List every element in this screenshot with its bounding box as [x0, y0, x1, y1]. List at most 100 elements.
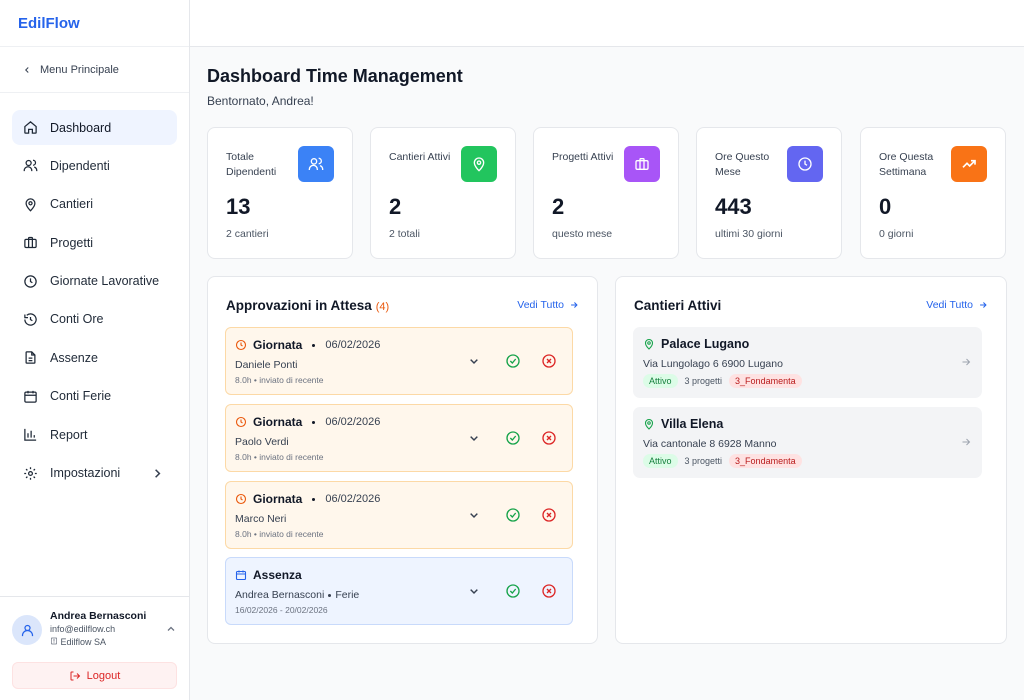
user-email: info@edilflow.ch — [50, 624, 116, 634]
phase-badge: 3_Fondamenta — [729, 454, 802, 468]
site-card-palace-lugano[interactable]: Palace Lugano Via Lungolago 6 6900 Lugan… — [633, 327, 982, 398]
approval-employee: Marco Neri — [235, 513, 287, 525]
sites-see-all-link[interactable]: Vedi Tutto — [926, 299, 988, 311]
chevron-down-icon[interactable] — [466, 583, 482, 599]
site-projects-count: 3 progetti — [684, 456, 723, 466]
avatar — [12, 615, 42, 645]
sidebar-item-cantieri[interactable]: Cantieri — [12, 187, 177, 222]
approve-check-icon[interactable] — [505, 583, 521, 599]
approval-date: 06/02/2026 — [325, 493, 381, 505]
calendar-icon — [235, 570, 247, 581]
stat-sub: 2 cantieri — [226, 228, 269, 240]
site-tags: Attivo 3 progetti 3_Fondamenta — [643, 374, 802, 388]
separator-dot — [312, 343, 316, 347]
stat-value: 2 — [552, 194, 565, 219]
chevron-down-icon[interactable] — [466, 353, 482, 369]
sites-title: Cantieri Attivi — [634, 298, 722, 313]
reject-x-icon[interactable] — [541, 507, 557, 523]
approval-kind: Ferie — [335, 589, 360, 601]
calendar-icon — [24, 390, 37, 403]
approval-item: Giornata 06/02/2026 Marco Neri 8.0h • in… — [225, 481, 573, 549]
user-profile[interactable]: Andrea Bernasconi info@edilflow.ch Edilf… — [0, 596, 189, 652]
sidebar-item-assenze[interactable]: Assenze — [12, 340, 177, 375]
users-icon — [308, 157, 324, 170]
page-subtitle: Bentornato, Andrea! — [207, 94, 314, 108]
approve-check-icon[interactable] — [505, 507, 521, 523]
stat-card-progetti-attivi: Progetti Attivi 2 questo mese — [533, 127, 679, 259]
briefcase-icon — [24, 237, 37, 249]
approval-type: Assenza — [253, 568, 302, 582]
map-pin-icon — [25, 198, 36, 212]
approval-item-absence: Assenza Andrea Bernasconi Ferie 16/02/20… — [225, 557, 573, 625]
users-icon — [23, 159, 38, 172]
stat-icon-box — [787, 146, 823, 182]
sidebar-item-giornate-lavorative[interactable]: Giornate Lavorative — [12, 264, 177, 299]
site-tags: Attivo 3 progetti 3_Fondamenta — [643, 454, 802, 468]
logout-button[interactable]: Logout — [12, 662, 177, 689]
approvals-see-all-link[interactable]: Vedi Tutto — [517, 299, 579, 311]
stat-card-ore-questo-mese: Ore Questo Mese 443 ultimi 30 giorni — [696, 127, 842, 259]
map-pin-icon — [473, 157, 485, 172]
clock-icon — [24, 274, 37, 288]
see-all-label: Vedi Tutto — [517, 299, 564, 311]
brand-logo[interactable]: EdilFlow — [0, 0, 189, 47]
stat-icon-box — [624, 146, 660, 182]
sidebar-item-conti-ore[interactable]: Conti Ore — [12, 302, 177, 337]
sidebar-item-label: Report — [50, 427, 88, 442]
approval-employee: Andrea Bernasconi — [235, 589, 325, 601]
logout-icon — [70, 671, 80, 680]
sidebar-item-conti-ferie[interactable]: Conti Ferie — [12, 379, 177, 414]
approval-type: Giornata — [253, 415, 303, 429]
approval-meta: 16/02/2026 - 20/02/2026 — [235, 605, 328, 615]
user-name: Andrea Bernasconi — [50, 610, 147, 622]
approval-header: Giornata 06/02/2026 — [235, 492, 380, 506]
site-card-villa-elena[interactable]: Villa Elena Via cantonale 8 6928 Manno A… — [633, 407, 982, 478]
stat-sub: 0 giorni — [879, 228, 914, 240]
user-icon — [21, 624, 33, 636]
reject-x-icon[interactable] — [541, 583, 557, 599]
approval-meta: 8.0h • inviato di recente — [235, 529, 324, 539]
approval-header: Assenza — [235, 568, 302, 582]
chevron-right-icon — [155, 468, 161, 478]
sidebar-item-label: Conti Ore — [50, 312, 104, 327]
approvals-title-text: Approvazioni in Attesa — [226, 298, 372, 313]
approval-employee: Paolo Verdi — [235, 436, 289, 448]
stat-value: 2 — [389, 194, 402, 219]
stat-label: Progetti Attivi — [552, 151, 614, 163]
sidebar-item-label: Cantieri — [50, 197, 94, 212]
sidebar-item-dashboard[interactable]: Dashboard — [12, 110, 177, 145]
sidebar-item-label: Dashboard — [50, 120, 112, 135]
chevron-down-icon[interactable] — [466, 430, 482, 446]
sidebar-item-dipendenti[interactable]: Dipendenti — [12, 148, 177, 183]
stat-icon-box — [298, 146, 334, 182]
sidebar-item-report[interactable]: Report — [12, 417, 177, 452]
history-icon — [24, 313, 37, 326]
home-icon — [24, 121, 37, 134]
stat-sub: ultimi 30 giorni — [715, 228, 783, 240]
stat-card-ore-questa-settimana: Ore Questa Settimana 0 0 giorni — [860, 127, 1006, 259]
stat-value: 443 — [715, 194, 752, 219]
menu-principale-link[interactable]: Menu Principale — [0, 47, 189, 93]
map-pin-icon — [644, 418, 654, 430]
stat-icon-box — [461, 146, 497, 182]
status-badge: Attivo — [643, 374, 678, 388]
approval-employee: Daniele Ponti — [235, 359, 298, 371]
approve-check-icon[interactable] — [505, 353, 521, 369]
stat-value: 0 — [879, 194, 892, 219]
chevron-up-icon[interactable] — [165, 623, 177, 635]
stat-value: 13 — [226, 194, 251, 219]
chevron-down-icon[interactable] — [466, 507, 482, 523]
reject-x-icon[interactable] — [541, 430, 557, 446]
sidebar-item-label: Dipendenti — [50, 158, 110, 173]
sidebar-item-impostazioni[interactable]: Impostazioni — [12, 456, 177, 491]
approval-type: Giornata — [253, 492, 303, 506]
reject-x-icon[interactable] — [541, 353, 557, 369]
separator-dot — [328, 593, 332, 597]
arrow-right-icon — [962, 358, 971, 366]
approve-check-icon[interactable] — [505, 430, 521, 446]
sidebar-item-progetti[interactable]: Progetti — [12, 225, 177, 260]
see-all-label: Vedi Tutto — [926, 299, 973, 311]
sidebar-item-label: Giornate Lavorative — [50, 274, 160, 289]
stat-label: Ore Questa Settimana — [879, 151, 934, 178]
arrow-right-icon — [571, 302, 578, 308]
